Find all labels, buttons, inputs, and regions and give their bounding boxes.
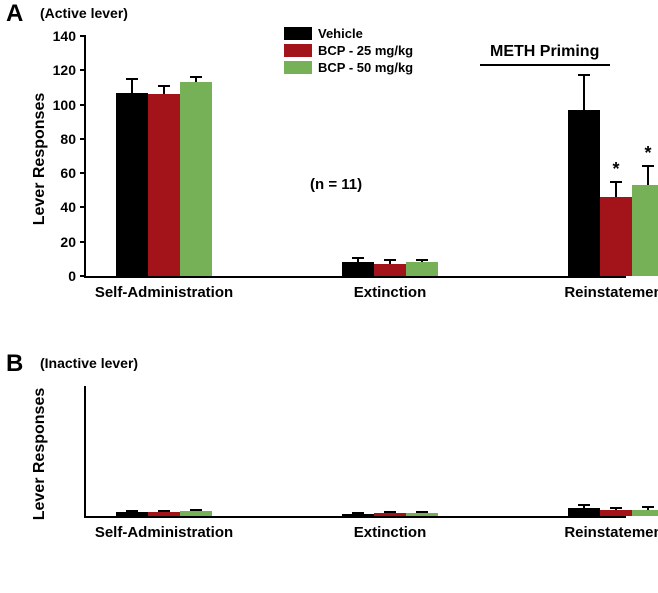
y-tick-label: 120 [53,62,86,78]
error-cap [190,76,202,78]
bar [374,264,406,276]
y-tick-label: 0 [68,268,86,284]
x-category-label: Reinstatement [564,276,658,301]
error-cap [610,507,622,509]
error-bar [583,75,585,109]
bar [342,262,374,276]
error-cap [126,510,138,512]
panel-b-letter: B [6,350,23,378]
bar [180,82,212,276]
panel-a-subtitle: (Active lever) [40,5,128,21]
error-cap [642,165,654,167]
error-cap [416,259,428,261]
bar [116,93,148,276]
bar [632,185,658,276]
y-tick-label: 80 [60,131,86,147]
x-category-label: Self-Administration [95,276,233,301]
error-cap [352,257,364,259]
x-category-label: Extinction [354,516,427,541]
error-cap [352,512,364,514]
error-cap [158,85,170,87]
error-cap [610,181,622,183]
x-category-label: Reinstatement [564,516,658,541]
error-cap [384,511,396,513]
significance-star: * [644,143,651,164]
panel-a-plot: 020406080100120140Self-AdministrationExt… [84,36,626,278]
error-cap [578,504,590,506]
y-tick-label: 140 [53,28,86,44]
bar [406,262,438,276]
bar [600,197,632,276]
bar [568,508,600,516]
error-bar [163,86,165,95]
error-cap [578,74,590,76]
panel-a: A (Active lever) Vehicle BCP - 25 mg/kg … [0,0,658,340]
panel-b-y-title: Lever Responses [31,374,49,534]
panel-b: B (Inactive lever) Lever Responses Self-… [0,350,658,590]
error-cap [126,78,138,80]
error-bar [647,166,649,185]
x-category-label: Self-Administration [95,516,233,541]
y-tick-label: 60 [60,165,86,181]
panel-a-letter: A [6,0,23,28]
panel-b-plot: Self-AdministrationExtinctionReinstateme… [84,386,626,518]
y-tick-label: 100 [53,97,86,113]
error-cap [416,511,428,513]
significance-star: * [612,159,619,180]
y-tick-label: 20 [60,234,86,250]
y-tick-label: 40 [60,199,86,215]
error-cap [642,506,654,508]
error-cap [190,509,202,511]
panel-a-y-title: Lever Responses [31,79,49,239]
bar [148,94,180,276]
error-bar [615,182,617,197]
error-cap [384,259,396,261]
bar [568,110,600,276]
x-category-label: Extinction [354,276,427,301]
error-cap [158,510,170,512]
panel-b-subtitle: (Inactive lever) [40,355,138,371]
error-bar [131,79,133,93]
